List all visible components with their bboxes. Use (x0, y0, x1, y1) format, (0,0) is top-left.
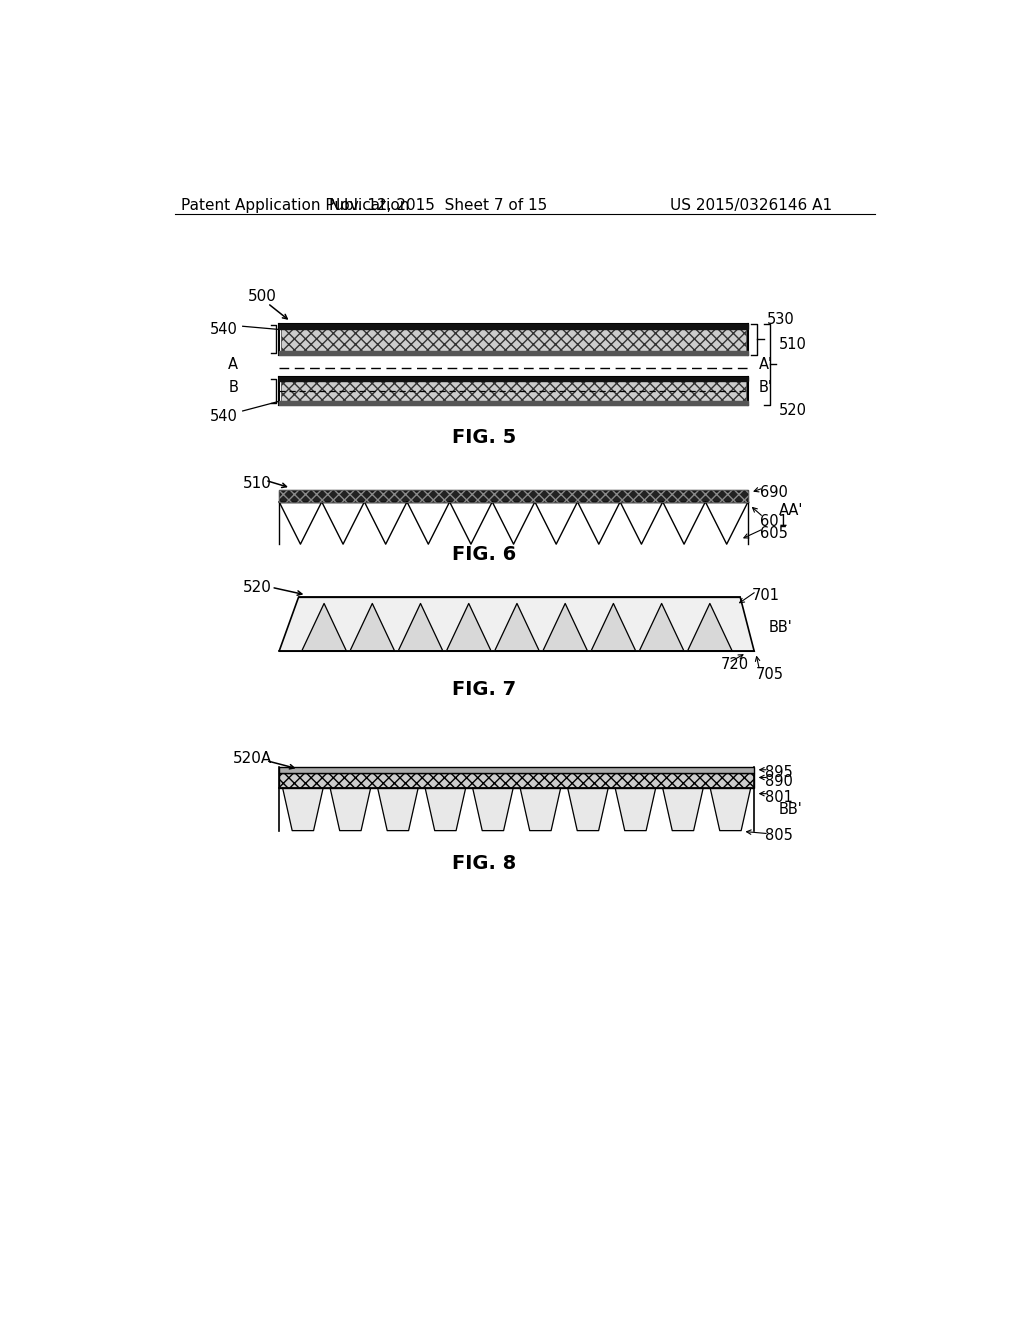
Bar (280, 378, 748, 381)
Text: US 2015/0326146 A1: US 2015/0326146 A1 (671, 198, 833, 214)
Polygon shape (302, 603, 346, 649)
Text: 601: 601 (760, 515, 787, 529)
Text: 520A: 520A (232, 751, 272, 767)
Polygon shape (330, 788, 371, 830)
Text: B: B (228, 380, 238, 396)
Polygon shape (447, 603, 490, 649)
Polygon shape (473, 788, 513, 830)
Polygon shape (544, 603, 587, 649)
Polygon shape (378, 788, 418, 830)
Text: AA': AA' (779, 503, 804, 517)
Text: 540: 540 (210, 409, 238, 425)
Polygon shape (711, 788, 751, 830)
Bar (281, 329, 746, 351)
Bar (280, 323, 748, 329)
Text: 510: 510 (779, 337, 807, 352)
Text: 540: 540 (210, 322, 238, 338)
Text: 605: 605 (760, 525, 787, 541)
Polygon shape (663, 788, 703, 830)
Text: A': A' (759, 358, 773, 372)
Text: A: A (228, 358, 238, 372)
Polygon shape (280, 597, 755, 651)
Text: Nov. 12, 2015  Sheet 7 of 15: Nov. 12, 2015 Sheet 7 of 15 (329, 198, 547, 214)
Text: 701: 701 (752, 589, 780, 603)
Text: 690: 690 (760, 484, 787, 500)
Bar (280, 490, 748, 502)
Polygon shape (283, 788, 323, 830)
Text: 890: 890 (765, 775, 793, 789)
Text: 705: 705 (756, 667, 783, 681)
Text: 510: 510 (243, 475, 271, 491)
Text: Patent Application Publication: Patent Application Publication (180, 198, 409, 214)
Text: 530: 530 (767, 313, 795, 327)
Polygon shape (520, 788, 560, 830)
Polygon shape (688, 603, 731, 649)
Bar (280, 401, 748, 405)
Text: 500: 500 (248, 289, 278, 305)
Text: BB': BB' (769, 620, 793, 635)
Bar (281, 381, 746, 401)
Polygon shape (615, 788, 655, 830)
Polygon shape (496, 603, 539, 649)
Text: FIG. 5: FIG. 5 (453, 428, 517, 447)
Polygon shape (592, 603, 635, 649)
Text: BB': BB' (779, 801, 803, 817)
Text: FIG. 6: FIG. 6 (453, 545, 517, 564)
Text: 520: 520 (243, 581, 271, 595)
Text: 520: 520 (779, 404, 807, 418)
Polygon shape (398, 603, 442, 649)
Bar (280, 767, 755, 774)
Text: FIG. 7: FIG. 7 (453, 681, 516, 700)
Polygon shape (350, 603, 394, 649)
Text: 720: 720 (721, 657, 749, 672)
Bar (280, 774, 755, 788)
Text: FIG. 8: FIG. 8 (453, 854, 517, 873)
Text: 801: 801 (765, 789, 793, 805)
Text: 805: 805 (765, 828, 793, 842)
Text: B': B' (759, 380, 773, 396)
Polygon shape (425, 788, 466, 830)
Polygon shape (567, 788, 608, 830)
Polygon shape (640, 603, 683, 649)
Bar (280, 351, 748, 355)
Bar (280, 490, 748, 502)
Text: 895: 895 (765, 766, 793, 780)
